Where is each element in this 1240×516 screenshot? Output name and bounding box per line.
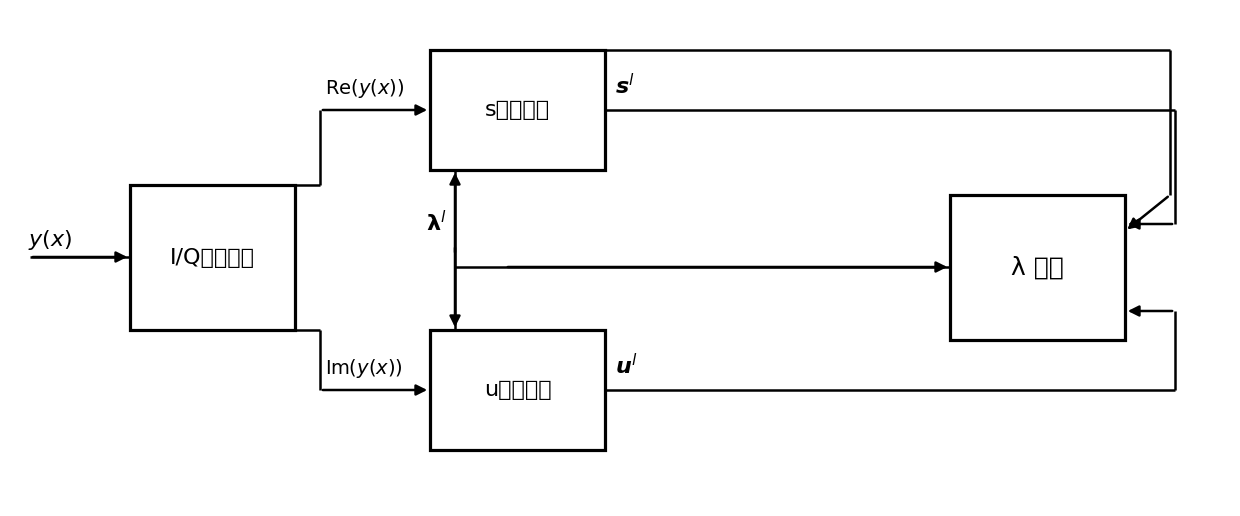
- Bar: [130, 185, 295, 330]
- Bar: [430, 330, 605, 450]
- Text: I/Q数据分类: I/Q数据分类: [170, 248, 255, 267]
- Text: $\boldsymbol{u}^l$: $\boldsymbol{u}^l$: [615, 353, 637, 378]
- Text: λ 计算: λ 计算: [1011, 255, 1064, 280]
- Text: $\boldsymbol{s}^l$: $\boldsymbol{s}^l$: [615, 73, 635, 98]
- Text: $\mathrm{Re}(y(x))$: $\mathrm{Re}(y(x))$: [325, 77, 404, 100]
- Text: u信号计算: u信号计算: [484, 380, 552, 400]
- Bar: [950, 195, 1125, 340]
- Text: $y(x)$: $y(x)$: [29, 228, 72, 252]
- Bar: [430, 50, 605, 170]
- Text: $\mathrm{Im}(y(x))$: $\mathrm{Im}(y(x))$: [325, 357, 403, 380]
- Text: s信号计算: s信号计算: [485, 100, 551, 120]
- Text: $\boldsymbol{\lambda}^l$: $\boldsymbol{\lambda}^l$: [427, 210, 446, 235]
